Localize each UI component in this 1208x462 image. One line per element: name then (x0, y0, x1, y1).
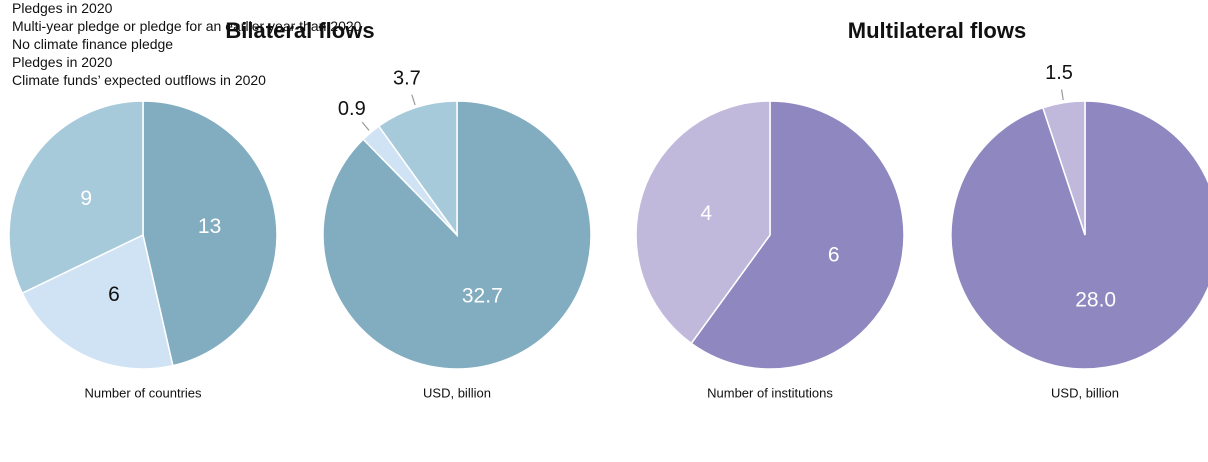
legend-item: Pledges in 2020 (0, 0, 1208, 18)
leader-line (1060, 89, 1064, 101)
pie-slice (377, 100, 458, 238)
legend-item: Multi-year pledge or pledge for an earli… (0, 18, 1208, 36)
data-label: 4 (700, 202, 712, 225)
pie-label: USD, billion (423, 385, 491, 400)
data-label: 32.7 (462, 285, 503, 308)
legend-item: Climate funds’ expected outflows in 2020 (0, 72, 1208, 90)
data-label: 0.9 (338, 98, 366, 120)
group-title: Multilateral flows (848, 18, 1026, 43)
pie-slice (21, 233, 174, 370)
legend-label: Pledges in 2020 (12, 0, 113, 16)
data-label: 6 (108, 283, 120, 306)
data-label: 13 (198, 215, 221, 238)
legend-label: Climate funds’ expected outflows in 2020 (12, 72, 266, 88)
legend-label: Pledges in 2020 (12, 54, 113, 70)
legends: Pledges in 2020 Multi-year pledge or pled… (0, 0, 1208, 90)
pie-slice (142, 100, 278, 367)
legend-item: Pledges in 2020 (0, 54, 1208, 72)
pie-slice (690, 100, 905, 370)
pie-label: Number of institutions (707, 385, 833, 400)
data-label: 28.0 (1075, 289, 1116, 312)
data-label: 9 (80, 187, 92, 210)
legend-label: Multi-year pledge or pledge for an earli… (12, 18, 362, 34)
data-label: 6 (828, 243, 840, 266)
leader-line (411, 94, 416, 106)
pie-slice (8, 100, 144, 295)
pie-slice (950, 100, 1208, 370)
pie-label: Number of countries (84, 385, 202, 400)
legend-item: No climate finance pledge (0, 36, 1208, 54)
group-title: Bilateral flows (225, 18, 374, 43)
leader-line (361, 121, 370, 131)
pie-slice (635, 100, 771, 345)
pie-slice (1041, 100, 1086, 236)
data-label: 1.5 (1045, 62, 1073, 84)
legend-label: No climate finance pledge (12, 36, 174, 52)
data-label: 3.7 (393, 68, 421, 90)
pie-label: USD, billion (1051, 385, 1119, 400)
